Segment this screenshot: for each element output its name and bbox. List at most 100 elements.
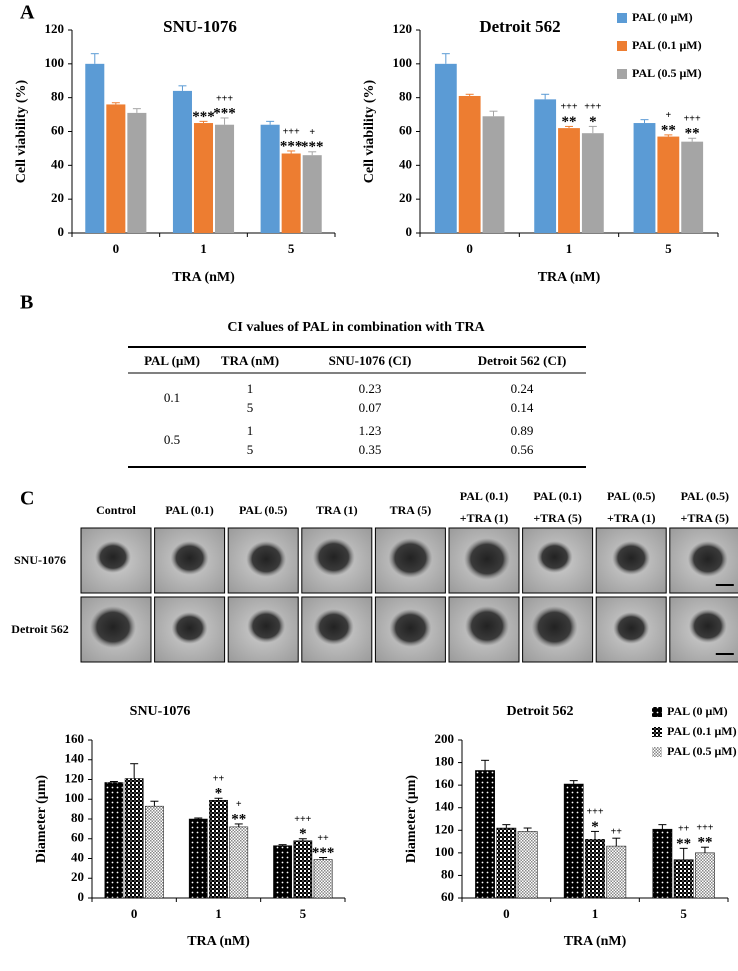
x-tick-label: 5: [680, 906, 687, 921]
bar: [673, 859, 694, 899]
bar: [124, 778, 144, 899]
y-tick-label: 100: [435, 844, 455, 859]
bar: [104, 782, 124, 899]
spheroid: [687, 541, 728, 577]
table-header: SNU-1076 (CI): [329, 353, 412, 368]
significance-star: *: [589, 114, 597, 130]
table-cell: 0.5: [164, 432, 180, 447]
y-tick-label: 80: [441, 866, 454, 881]
table-cell: 1.23: [359, 423, 382, 438]
bar: [585, 839, 605, 899]
spheroid: [613, 612, 650, 644]
x-axis-label: TRA (nM): [187, 934, 250, 949]
bar: [633, 123, 656, 233]
column-label: PAL (0.5): [607, 489, 655, 503]
column-label: PAL (0.1): [460, 489, 508, 503]
column-label: PAL (0.1): [533, 489, 581, 503]
x-axis-label: TRA (nM): [564, 934, 627, 949]
column-label: +TRA (1): [607, 511, 656, 525]
x-tick-label: 5: [288, 241, 295, 256]
table-cell: 0.14: [511, 400, 534, 415]
table-header: PAL (μM): [144, 353, 200, 368]
spheroid: [90, 606, 136, 648]
significance-plus: ++: [678, 824, 690, 835]
bar: [475, 770, 495, 899]
bar: [85, 63, 105, 234]
table-header: TRA (nM): [221, 353, 279, 368]
y-tick-label: 120: [393, 21, 413, 36]
y-axis-label: Cell viability (%): [362, 79, 377, 183]
y-tick-label: 40: [51, 156, 64, 171]
x-tick-label: 1: [215, 906, 222, 921]
y-tick-label: 40: [399, 156, 412, 171]
bar: [209, 799, 228, 899]
column-label: PAL (0.5): [681, 489, 729, 503]
y-axis-label: Diameter (μm): [34, 775, 49, 863]
spheroid: [247, 609, 286, 643]
y-tick-label: 40: [71, 849, 84, 864]
y-tick-label: 80: [399, 89, 412, 104]
significance-star: ***: [192, 109, 215, 125]
significance-star: **: [562, 114, 577, 130]
table-cell: 0.23: [359, 381, 382, 396]
y-tick-label: 180: [435, 754, 455, 769]
table-cell: 0.24: [511, 381, 534, 396]
chart-title: SNU-1076: [163, 17, 237, 36]
spheroid: [536, 541, 573, 573]
bar: [293, 840, 313, 899]
significance-star: **: [676, 836, 691, 852]
x-tick-label: 0: [466, 241, 473, 256]
table-cell: 0.07: [359, 400, 382, 415]
x-axis-label: TRA (nM): [172, 270, 235, 285]
y-tick-label: 100: [45, 55, 65, 70]
bar: [534, 99, 557, 233]
table-cell: 0.89: [511, 423, 534, 438]
bar: [652, 828, 673, 899]
legend-swatch: [617, 41, 627, 51]
table-cell: 1: [247, 423, 254, 438]
significance-plus: +: [309, 127, 315, 138]
significance-plus: +++: [294, 814, 311, 825]
column-label: PAL (0.1): [165, 503, 213, 517]
y-tick-label: 120: [435, 821, 455, 836]
bar: [229, 826, 249, 899]
x-tick-label: 1: [592, 906, 599, 921]
legend-swatch: [652, 747, 662, 757]
y-tick-label: 60: [441, 889, 454, 904]
column-label: TRA (5): [390, 503, 432, 517]
table-cell: 0.35: [359, 442, 382, 457]
bar: [458, 95, 481, 233]
bar: [606, 845, 627, 899]
bar: [496, 827, 517, 899]
significance-star: ***: [312, 845, 335, 861]
significance-plus: +++: [216, 93, 233, 104]
y-axis-label: Diameter (μm): [404, 775, 419, 863]
bar: [145, 805, 164, 899]
bar: [172, 90, 192, 234]
y-tick-label: 120: [45, 21, 65, 36]
bar: [302, 155, 322, 233]
legend-swatch: [652, 727, 662, 737]
x-axis-label: TRA (nM): [538, 270, 601, 285]
y-tick-label: 0: [58, 224, 65, 239]
x-tick-label: 5: [665, 241, 672, 256]
significance-plus: ++: [317, 833, 329, 844]
significance-star: ***: [213, 105, 236, 121]
significance-star: *: [215, 786, 223, 802]
significance-plus: +++: [584, 102, 601, 113]
bar: [106, 104, 126, 233]
bar: [260, 124, 280, 233]
significance-star: **: [685, 126, 700, 142]
significance-star: ***: [280, 138, 303, 154]
bar: [657, 136, 680, 233]
y-axis-label: Cell viability (%): [14, 79, 29, 183]
y-tick-label: 60: [51, 122, 64, 137]
legend-label: PAL (0.5 μM): [667, 744, 737, 758]
y-tick-label: 160: [435, 776, 455, 791]
bar: [188, 818, 208, 899]
x-tick-label: 1: [200, 241, 207, 256]
bar: [558, 128, 580, 233]
spheroid: [389, 609, 432, 647]
table-cell: 5: [247, 442, 254, 457]
y-tick-label: 20: [51, 190, 64, 205]
